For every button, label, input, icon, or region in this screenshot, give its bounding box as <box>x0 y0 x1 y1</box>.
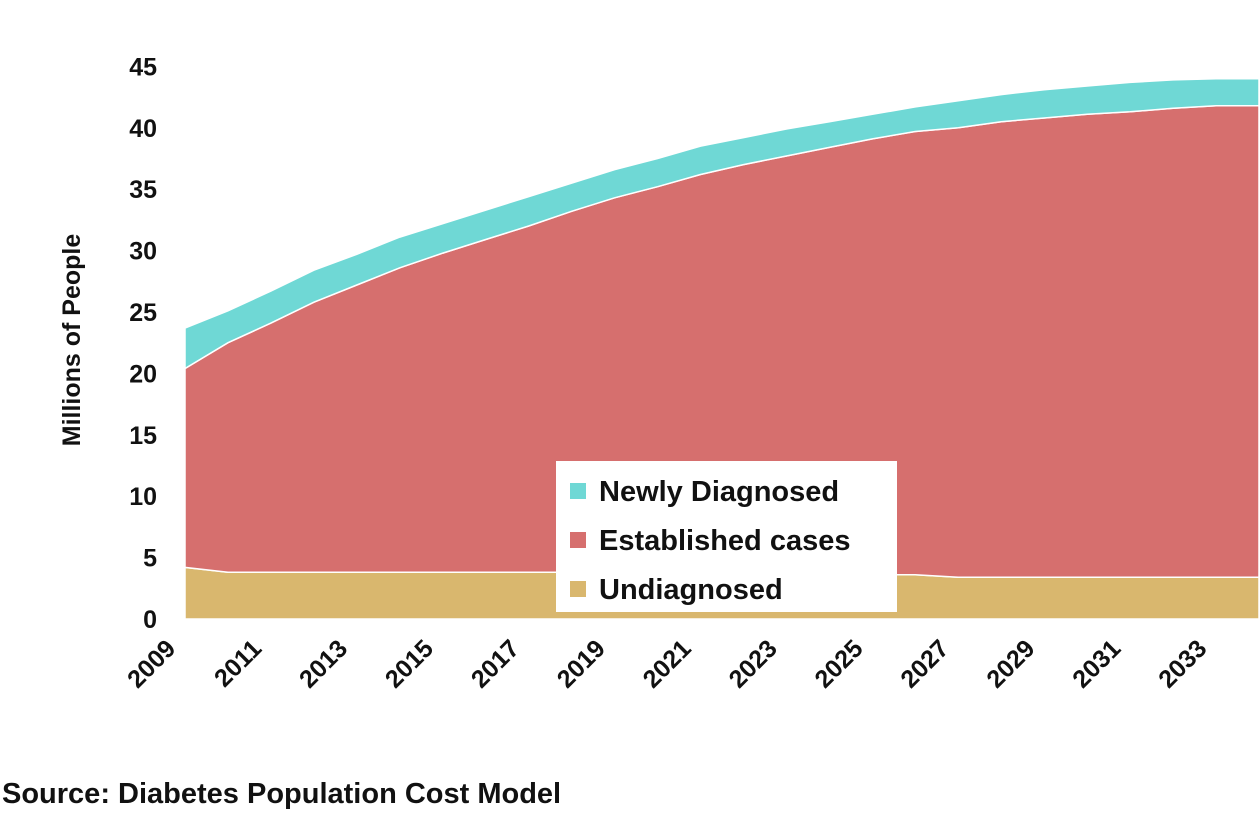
x-tick-label: 2013 <box>294 634 353 693</box>
x-tick-label: 2033 <box>1153 634 1212 693</box>
legend-label-established-cases: Established cases <box>599 525 850 557</box>
legend-label-undiagnosed: Undiagnosed <box>599 574 783 606</box>
y-tick-label: 25 <box>129 299 157 327</box>
legend-swatch-established-cases <box>570 532 586 548</box>
x-tick-label: 2021 <box>638 634 697 693</box>
x-tick-label: 2023 <box>724 634 783 693</box>
y-tick-label: 30 <box>129 238 157 266</box>
area-newly-diagnosed <box>184 77 1259 370</box>
x-tick-label: 2025 <box>809 634 868 693</box>
x-tick-label: 2011 <box>209 634 267 692</box>
y-tick-label: 20 <box>129 360 157 388</box>
x-tick-label: 2031 <box>1067 634 1126 693</box>
x-tick-label: 2015 <box>380 634 439 693</box>
x-tick-label: 2017 <box>466 634 525 693</box>
y-tick-label: 35 <box>129 176 157 204</box>
legend-swatch-undiagnosed <box>570 581 586 597</box>
y-tick-label: 40 <box>129 115 157 143</box>
legend-swatch-newly-diagnosed <box>570 483 586 499</box>
y-tick-label: 0 <box>143 606 157 634</box>
y-axis-title: Millions of People <box>58 234 86 447</box>
area-layers <box>184 77 1259 620</box>
x-tick-label: 2009 <box>122 634 181 693</box>
y-tick-label: 45 <box>129 53 157 81</box>
y-tick-label: 15 <box>129 422 157 450</box>
y-axis-ticks: 0 5 10 15 20 25 30 35 40 45 <box>129 53 157 634</box>
x-axis-ticks: 2009 2011 2013 2015 2017 2019 2021 2023 2025 2027… <box>122 634 1212 693</box>
source-note: Source: Diabetes Population Cost Model <box>2 778 562 810</box>
x-tick-label: 2027 <box>895 634 954 693</box>
legend-box <box>556 461 897 612</box>
x-tick-label: 2019 <box>552 634 611 693</box>
y-tick-label: 10 <box>129 483 157 511</box>
x-tick-label: 2029 <box>981 634 1040 693</box>
y-tick-label: 5 <box>143 545 157 573</box>
legend: Newly Diagnosed Established cases Undiagno… <box>556 461 897 612</box>
legend-label-newly-diagnosed: Newly Diagnosed <box>599 476 839 508</box>
